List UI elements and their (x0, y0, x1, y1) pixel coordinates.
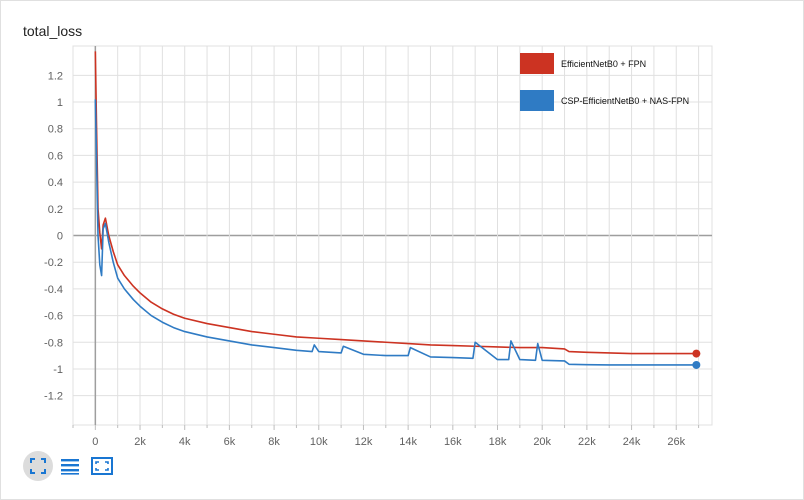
x-tick-label: 12k (355, 436, 373, 448)
y-tick-label: 0.8 (48, 124, 63, 136)
toggle-log-list-icon (61, 459, 79, 475)
legend-label-1: EfficientNetB0 + FPN (561, 59, 646, 69)
x-tick-label: 14k (399, 436, 417, 448)
chart-legend: EfficientNetB0 + FPN CSP-EfficientNetB0 +… (520, 53, 689, 111)
y-tick-label: 0.6 (48, 150, 63, 162)
x-tick-label: 4k (179, 436, 191, 448)
grid-layer (72, 45, 713, 426)
x-tick-label: 10k (310, 436, 328, 448)
toggle-log-list-button[interactable] (55, 451, 85, 481)
fit-to-data-button[interactable] (23, 451, 53, 481)
x-tick-label: 24k (623, 436, 641, 448)
y-tick-label: 0.4 (48, 177, 63, 189)
x-tick-label: 2k (134, 436, 146, 448)
series-layer (94, 51, 701, 369)
x-tick-label: 6k (224, 436, 236, 448)
x-tick-label: 22k (578, 436, 596, 448)
x-tick-label: 18k (489, 436, 507, 448)
y-tick-label: -0.6 (44, 311, 63, 323)
crop-selection-icon (91, 457, 113, 475)
series-endpoint-2 (692, 360, 701, 369)
x-tick-label: 20k (533, 436, 551, 448)
legend-swatch-1 (520, 53, 554, 74)
y-tick-label: 1 (57, 97, 63, 109)
series-line-1 (94, 51, 697, 355)
crop-selection-button[interactable] (87, 451, 117, 481)
x-tick-label: 8k (268, 436, 280, 448)
series-endpoint-1 (692, 349, 701, 358)
y-tick-label: -1.2 (44, 391, 63, 403)
axis-layer: 1.2 1 0.8 0.6 0.4 0.2 0 -0.2 -0.4 -0.6 -0.8 -1 -1.2 0… (44, 70, 700, 448)
y-tick-label: -0.2 (44, 257, 63, 269)
fit-to-data-icon (30, 458, 46, 474)
y-tick-label: -0.4 (44, 284, 63, 296)
y-tick-label: 1.2 (48, 70, 63, 82)
x-tick-label: 16k (444, 436, 462, 448)
y-tick-label: 0 (57, 231, 63, 243)
legend-label-2: CSP-EfficientNetB0 + NAS-FPN (561, 96, 689, 106)
y-tick-label: 0.2 (48, 204, 63, 216)
y-tick-label: -1 (53, 364, 63, 376)
x-tick-label: 26k (667, 436, 685, 448)
legend-swatch-2 (520, 90, 554, 111)
series-line-2 (94, 99, 697, 366)
chart-title: total_loss (23, 23, 83, 39)
x-tick-label: 0 (92, 436, 98, 448)
y-tick-label: -0.8 (44, 337, 63, 349)
